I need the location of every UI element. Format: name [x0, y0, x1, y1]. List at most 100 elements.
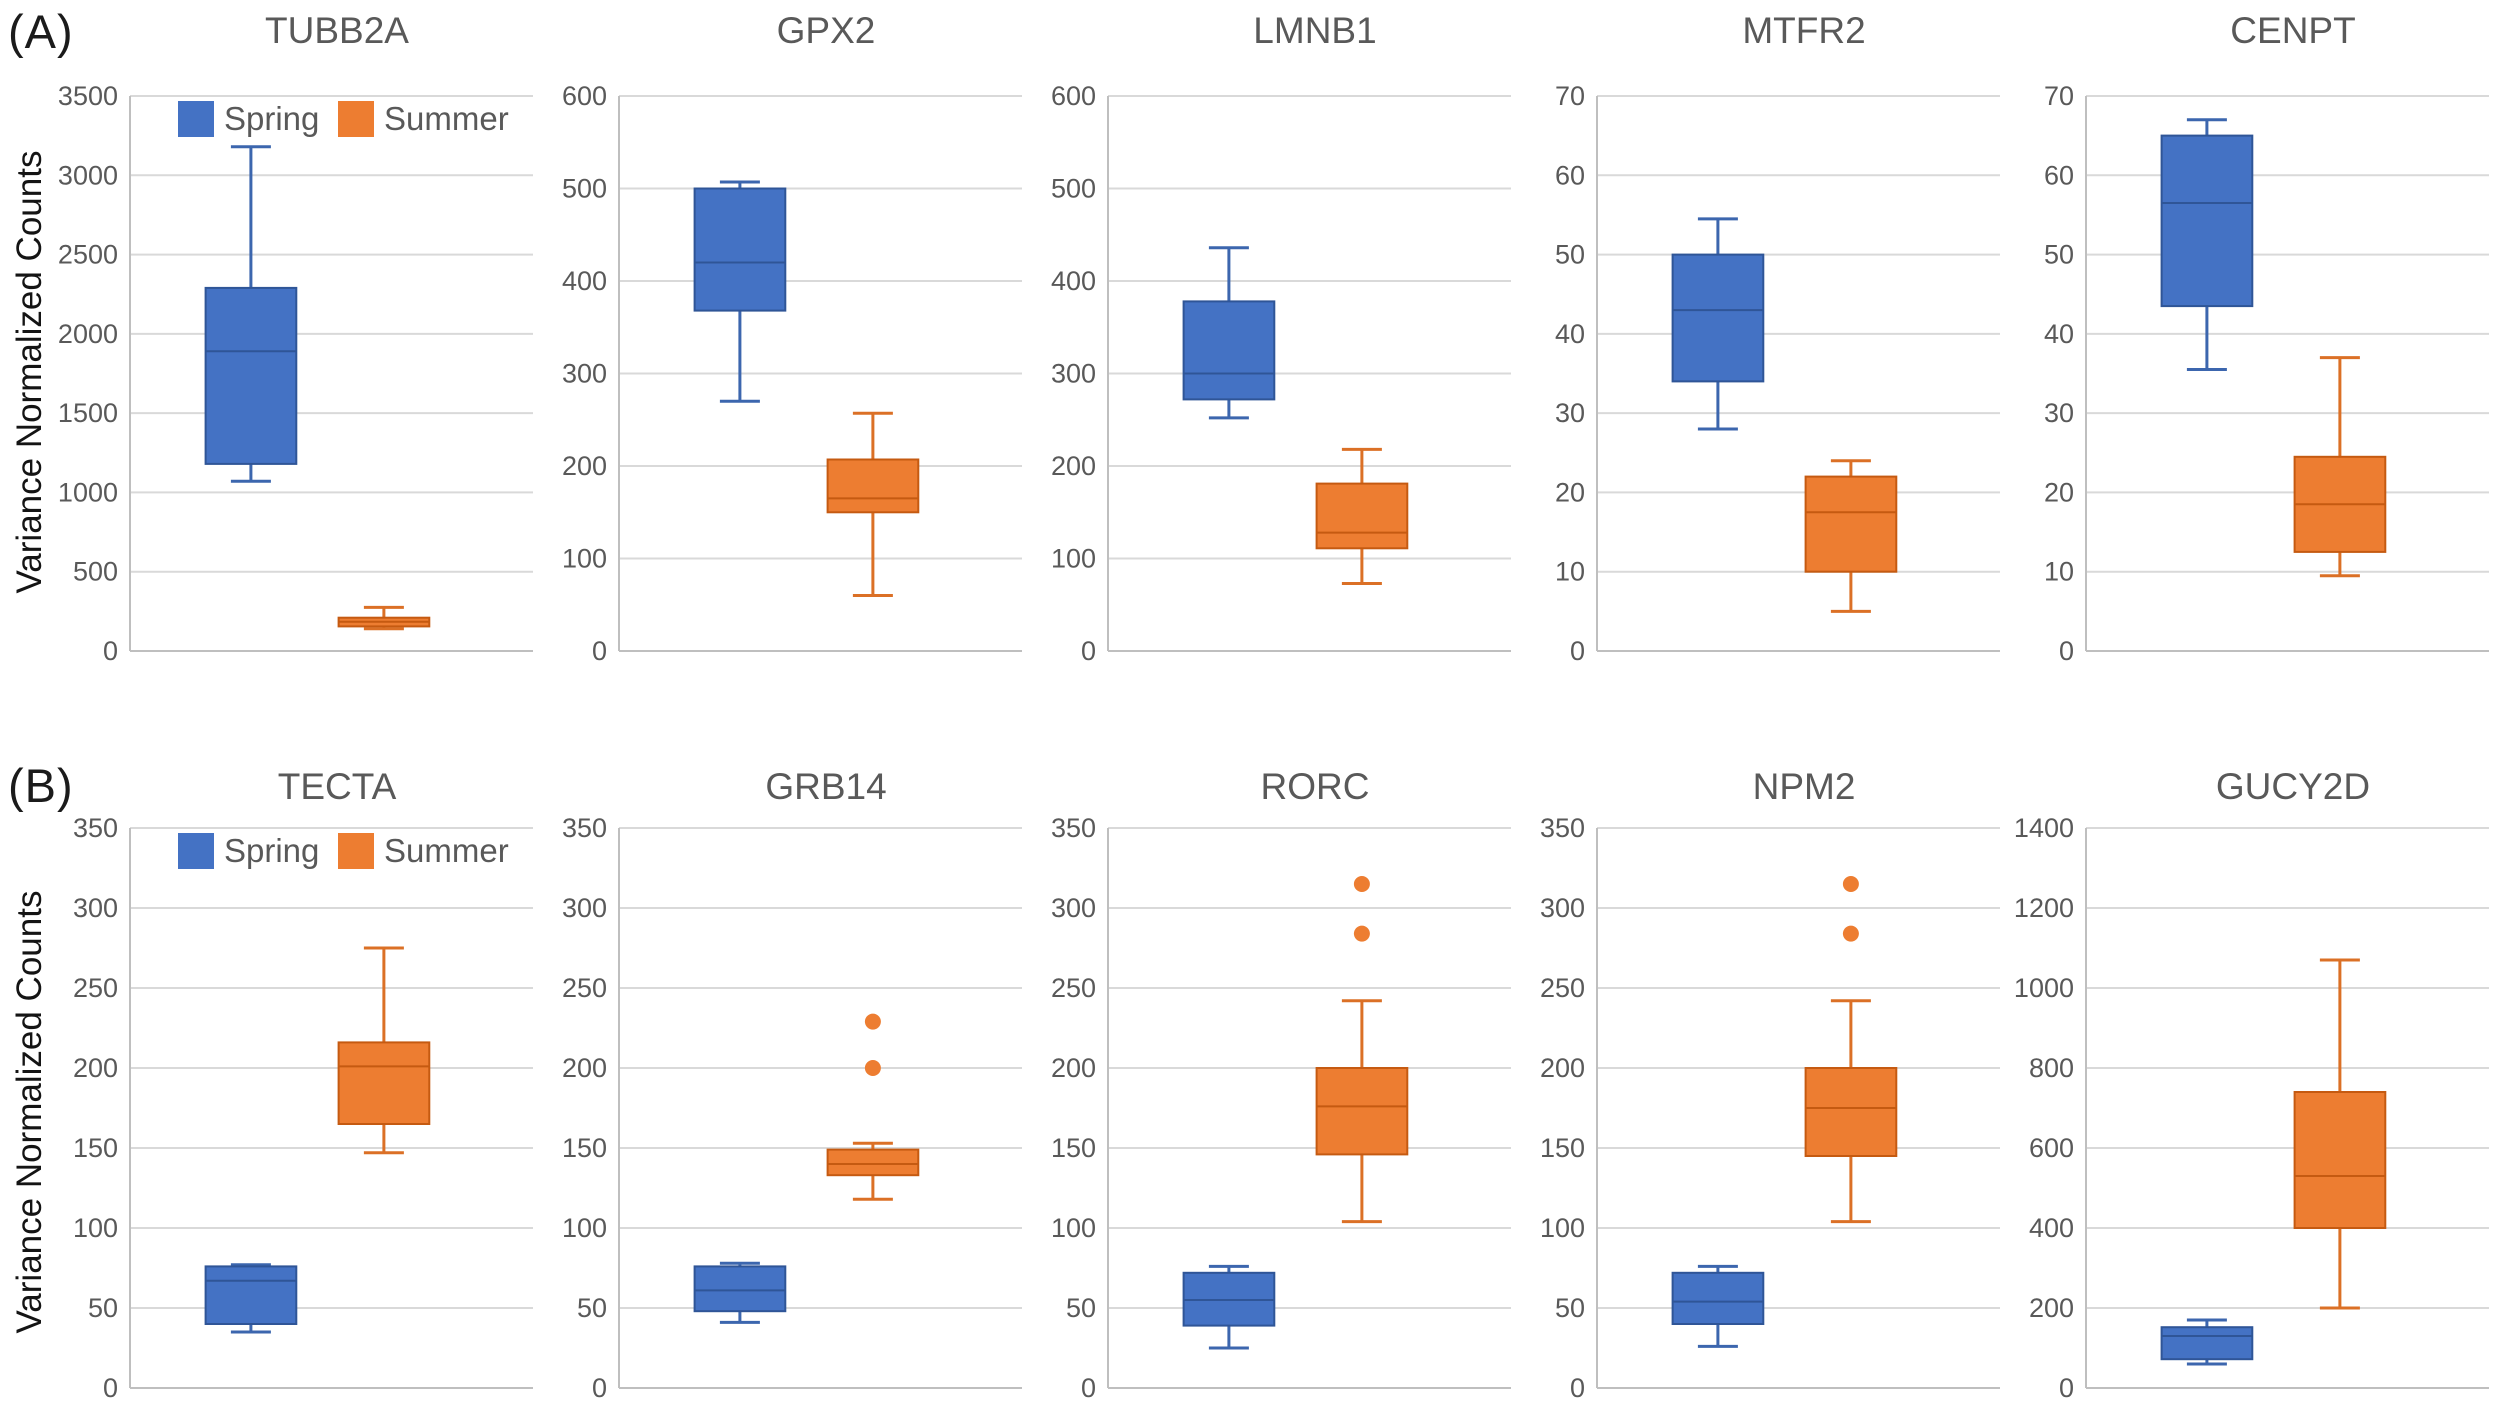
chart-title: TECTA	[277, 766, 397, 807]
legend-swatch-spring	[178, 833, 214, 869]
charts-row-a: TUBB2A 0 500 1000 1500 2000 2500 3000 3500 Spring…	[55, 0, 2500, 701]
y-tick-label: 50	[577, 1293, 607, 1323]
y-tick-label: 100	[1051, 1213, 1096, 1243]
y-tick-label: 600	[1051, 81, 1096, 111]
box-summer	[2293, 356, 2387, 578]
y-tick-label: 500	[1051, 174, 1096, 204]
y-tick-label: 200	[1540, 1053, 1585, 1083]
y-tick-label: 250	[1051, 973, 1096, 1003]
legend-label-summer: Summer	[384, 100, 509, 137]
y-tick-label: 150	[1540, 1133, 1585, 1163]
chart-title: LMNB1	[1253, 10, 1377, 51]
y-tick-label: 300	[562, 359, 607, 389]
y-tick-label: 1200	[2014, 893, 2074, 923]
chart-NPM2: NPM2 0 50 100 150 200 250 300 350	[1522, 700, 2011, 1412]
y-tick-label: 300	[1051, 359, 1096, 389]
box-spring	[1671, 1264, 1765, 1348]
y-tick-label: 2000	[58, 319, 118, 349]
chart-LMNB1: LMNB1 0 100 200 300 400 500 600	[1033, 0, 1522, 701]
y-tick-label: 200	[2029, 1293, 2074, 1323]
outlier-point	[1353, 925, 1370, 942]
box-summer	[1804, 459, 1898, 613]
chart-plot-GPX2: 0 100 200 300 400 500 600	[562, 81, 1022, 666]
box-spring	[1182, 246, 1276, 420]
y-tick-label: 40	[1555, 319, 1585, 349]
outlier-point	[1353, 876, 1370, 892]
y-tick-label: 250	[73, 973, 118, 1003]
box-summer	[826, 411, 920, 597]
chart-plot-GUCY2D: 0 200 400 600 800 1000 1200 1400	[2014, 813, 2489, 1403]
y-tick-label: 0	[1081, 1373, 1096, 1403]
y-tick-label: 100	[562, 544, 607, 574]
legend-label-summer: Summer	[384, 832, 509, 869]
box-spring	[693, 1261, 787, 1324]
y-tick-label: 500	[73, 557, 118, 587]
legend-label-spring: Spring	[224, 100, 319, 137]
outlier-point	[1842, 876, 1859, 892]
box-summer	[1315, 876, 1409, 1224]
chart-plot-MTFR2: 0 10 20 30 40 50 60 70	[1555, 81, 2000, 666]
chart-plot-GRB14: 0 50 100 150 200 250 300 350	[562, 813, 1022, 1403]
y-tick-label: 350	[73, 813, 118, 843]
panel-label-a: (A)	[8, 5, 74, 58]
box-spring	[204, 1263, 298, 1334]
y-tick-label: 60	[1555, 160, 1585, 190]
y-tick-label: 0	[1570, 636, 1585, 666]
chart-GUCY2D: GUCY2D 0 200 400 600 800 1000 1200 1400	[2011, 700, 2500, 1412]
y-tick-label: 100	[1540, 1213, 1585, 1243]
y-tick-label: 800	[2029, 1053, 2074, 1083]
chart-title: CENPT	[2230, 10, 2356, 51]
chart-title: GPX2	[776, 10, 876, 51]
y-tick-label: 300	[73, 893, 118, 923]
chart-plot-RORC: 0 50 100 150 200 250 300 350	[1051, 813, 1511, 1403]
y-tick-label: 2500	[58, 240, 118, 270]
y-tick-label: 100	[562, 1213, 607, 1243]
panel-a: (A) Variance Normalized Counts TUBB2A 0 50…	[0, 0, 2500, 700]
y-tick-label: 1000	[58, 477, 118, 507]
y-tick-label: 400	[562, 266, 607, 296]
chart-RORC: RORC 0 50 100 150 200 250 300 350	[1033, 700, 1522, 1412]
y-tick-label: 250	[562, 973, 607, 1003]
chart-title: GUCY2D	[2215, 766, 2371, 807]
box-spring	[1671, 217, 1765, 431]
y-tick-label: 50	[1066, 1293, 1096, 1323]
y-tick-label: 0	[592, 1373, 607, 1403]
charts-row-b: TECTA 0 50 100 150 200 250 300 350 Spring Summer GR…	[55, 700, 2500, 1412]
y-tick-label: 20	[1555, 477, 1585, 507]
outlier-point	[864, 1013, 881, 1030]
y-tick-label: 400	[2029, 1213, 2074, 1243]
y-tick-label: 50	[2044, 240, 2074, 270]
legend-swatch-spring	[178, 101, 214, 137]
chart-TECTA: TECTA 0 50 100 150 200 250 300 350 Spring Summer	[55, 700, 544, 1412]
y-tick-label: 250	[1540, 973, 1585, 1003]
panel-label-b: (B)	[8, 759, 74, 812]
outlier-point	[864, 1060, 881, 1076]
chart-title: TUBB2A	[265, 10, 409, 51]
y-tick-label: 50	[88, 1293, 118, 1323]
y-tick-label: 60	[2044, 160, 2074, 190]
y-tick-label: 3000	[58, 160, 118, 190]
chart-title: RORC	[1260, 766, 1370, 807]
y-tick-label: 500	[562, 174, 607, 204]
y-tick-label: 350	[1051, 813, 1096, 843]
y-axis-label-b: Variance Normalized Counts	[10, 890, 49, 1334]
y-tick-label: 350	[562, 813, 607, 843]
box-spring	[2160, 118, 2254, 371]
y-tick-label: 150	[73, 1133, 118, 1163]
chart-GRB14: GRB14 0 50 100 150 200 250 300 350	[544, 700, 1033, 1412]
outlier-point	[1842, 925, 1859, 942]
y-tick-label: 0	[103, 636, 118, 666]
y-tick-label: 50	[1555, 240, 1585, 270]
y-tick-label: 200	[73, 1053, 118, 1083]
box-summer	[337, 605, 431, 631]
y-tick-label: 350	[1540, 813, 1585, 843]
y-tick-label: 50	[1555, 1293, 1585, 1323]
box-spring	[1182, 1264, 1276, 1350]
y-tick-label: 200	[1051, 1053, 1096, 1083]
panel-b: (B) Variance Normalized Counts TECTA 0 50 1…	[0, 700, 2500, 1415]
y-tick-label: 1000	[2014, 973, 2074, 1003]
legend-swatch-summer	[338, 101, 374, 137]
y-tick-label: 200	[1051, 451, 1096, 481]
y-tick-label: 0	[592, 636, 607, 666]
y-tick-label: 150	[1051, 1133, 1096, 1163]
